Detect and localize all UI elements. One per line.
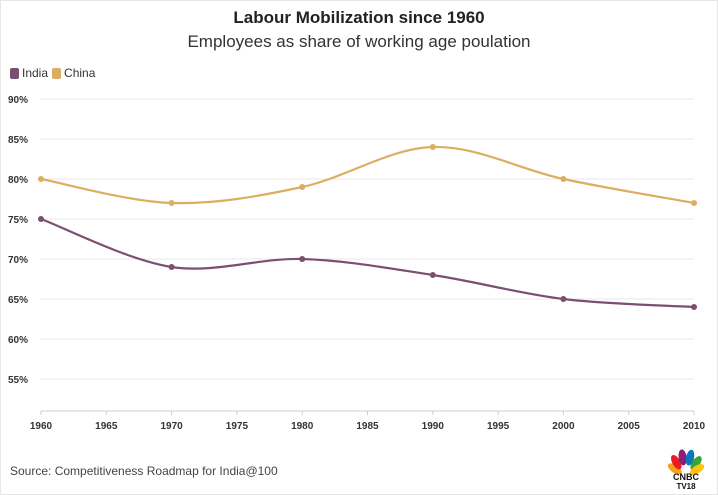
y-tick-label: 80% (8, 175, 28, 186)
x-tick-label: 2005 (618, 421, 641, 432)
chart-legend: India China (10, 66, 99, 80)
series-line-india (40, 217, 695, 309)
peacock-icon (667, 449, 705, 475)
x-tick-label: 2010 (683, 421, 706, 432)
svg-text:CNBC: CNBC (673, 472, 699, 482)
data-point-china (299, 184, 306, 190)
data-point-india (560, 296, 567, 302)
legend-label-china: China (64, 66, 96, 80)
data-point-india (429, 272, 436, 278)
x-tick-label: 1995 (487, 421, 510, 432)
y-tick-label: 90% (8, 95, 28, 106)
source-note: Source: Competitiveness Roadmap for Indi… (10, 464, 278, 478)
data-point-china (38, 176, 44, 182)
data-point-china (560, 176, 567, 182)
x-tick-label: 1990 (422, 421, 445, 432)
x-tick-label: 1965 (95, 421, 118, 432)
data-point-china (429, 144, 436, 150)
legend-swatch-india (10, 67, 19, 79)
series-line-china (40, 145, 695, 205)
y-tick-label: 85% (8, 135, 28, 146)
svg-text:TV18: TV18 (676, 482, 696, 491)
y-tick-label: 55% (8, 375, 28, 386)
data-point-india (299, 256, 306, 262)
data-point-china (691, 200, 697, 206)
y-tick-label: 70% (8, 255, 28, 266)
chart-subtitle: Employees as share of working age poulat… (187, 32, 531, 51)
x-tick-label: 1960 (30, 421, 53, 432)
data-point-india (168, 264, 175, 270)
y-tick-label: 65% (8, 295, 28, 306)
x-tick-label: 2000 (552, 421, 575, 432)
chart-title: Labour Mobilization since 1960 (233, 8, 485, 27)
legend-swatch-china (52, 67, 62, 79)
legend-item-china[interactable]: China (52, 66, 95, 80)
x-tick-label: 1970 (160, 421, 183, 432)
y-tick-label: 60% (8, 335, 28, 346)
x-tick-label: 1980 (291, 421, 314, 432)
legend-item-india[interactable]: India (10, 66, 48, 80)
legend-label-india: India (22, 66, 49, 80)
data-point-india (38, 216, 44, 222)
x-tick-label: 1975 (226, 421, 249, 432)
y-tick-label: 75% (8, 215, 28, 226)
data-point-china (168, 200, 175, 206)
cnbc-tv18-logo: CNBC TV18 (667, 449, 705, 491)
data-point-india (691, 304, 697, 310)
x-tick-label: 1985 (356, 421, 379, 432)
